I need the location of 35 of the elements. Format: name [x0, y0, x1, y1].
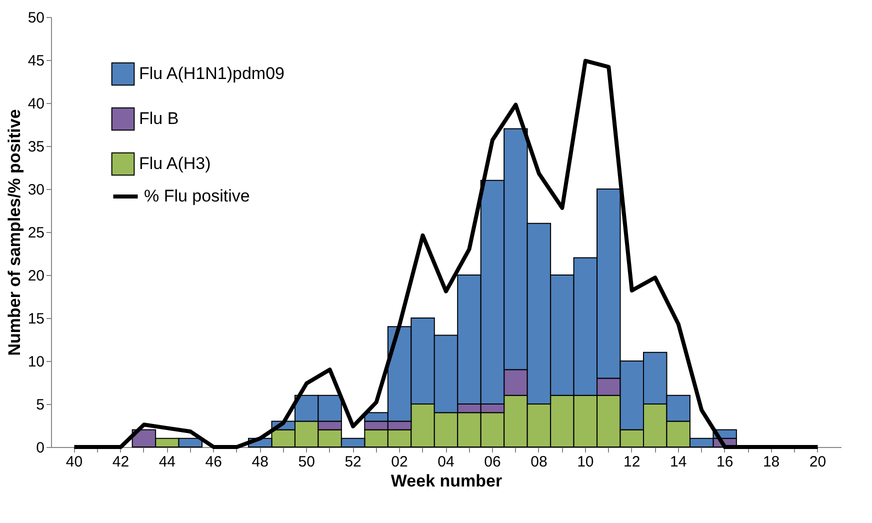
y-tick-label: 20 [28, 268, 44, 284]
y-tick-label: 35 [28, 138, 44, 156]
x-tick-label: 18 [762, 454, 780, 470]
y-axis-title: Number of samples/% positive [4, 109, 24, 356]
line-series [72, 58, 820, 449]
legend-label: Flu A(H3) [139, 154, 211, 173]
x-tick-label: 48 [252, 454, 268, 470]
x-tick-label: 46 [205, 454, 222, 470]
x-tick-label: 50 [298, 454, 315, 470]
y-tick-label: 50 [28, 10, 44, 26]
y-tick-label: 45 [28, 52, 44, 70]
x-tick-label: 52 [344, 454, 362, 470]
legend-label: Flu A(H1N1)pdm09 [139, 64, 285, 83]
y-tick-label: 30 [28, 182, 44, 198]
x-tick-label: 04 [438, 454, 454, 470]
y-tick-label: 5 [36, 396, 44, 414]
y-tick-label: 25 [28, 224, 44, 242]
y-tick-label: 0 [36, 440, 44, 456]
legend-label: % Flu positive [144, 186, 250, 206]
x-tick-label: 10 [577, 454, 594, 470]
x-tick-label: 16 [716, 454, 734, 470]
x-tick-label: 40 [66, 454, 83, 470]
x-tick-label: 20 [809, 454, 826, 470]
x-tick-label: 06 [484, 454, 501, 470]
legend-label: Flu B [139, 109, 179, 128]
y-tick-label: 10 [28, 354, 44, 370]
x-tick-label: 12 [624, 454, 640, 470]
y-tick-label: 40 [28, 96, 44, 112]
x-tick-label: 44 [158, 454, 176, 470]
x-tick-label: 42 [112, 454, 130, 470]
x-tick-label: 14 [670, 454, 687, 470]
y-tick-label: 15 [28, 310, 44, 328]
x-tick-label: 08 [530, 454, 548, 470]
x-tick-label: 02 [391, 454, 408, 470]
x-axis-title: Week number [390, 472, 502, 490]
